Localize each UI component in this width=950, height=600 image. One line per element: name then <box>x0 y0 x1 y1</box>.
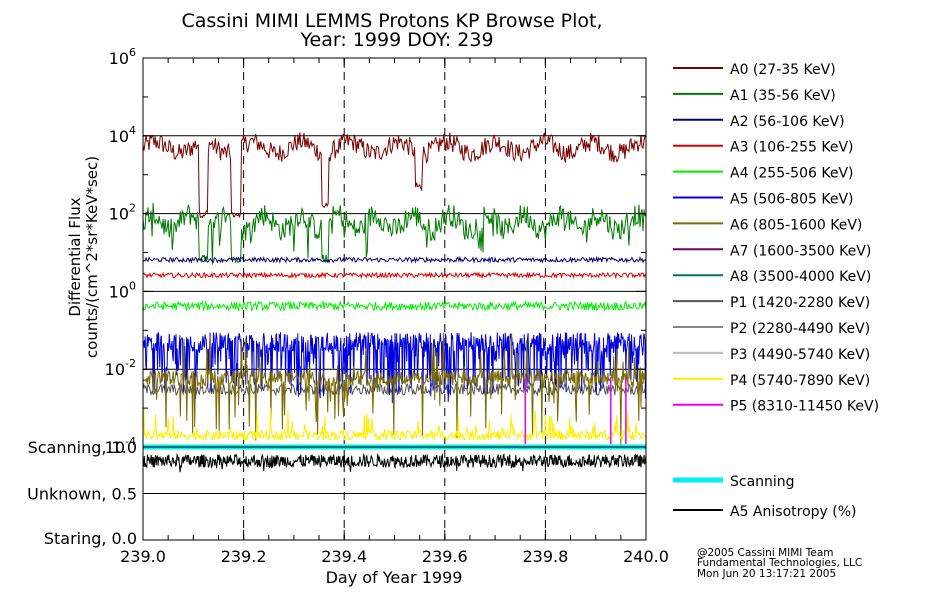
plot-frame <box>142 57 647 541</box>
legend: A0 (27-35 KeV) A1 (35-56 KeV) A2 (56-106 K… <box>673 62 879 520</box>
series-a0-line <box>142 132 647 219</box>
chart-title-line1: Cassini MIMI LEMMS Protons KP Browse Plo… <box>181 10 602 32</box>
series-anisotropy-line <box>142 452 647 473</box>
axes-layer: 106 104 102 100 10-2 10-4 239.0 239.2 239.4 239.6… <box>27 46 669 566</box>
mode-tick-label: Scanning, 1.0 <box>28 438 137 457</box>
credit-line-2: Fundamental Technologies, LLC <box>697 557 862 569</box>
x-tick-label: 239.0 <box>120 547 166 566</box>
legend-label: A0 (27-35 KeV) <box>730 62 836 78</box>
grid-layer <box>143 58 646 540</box>
y-tick-label: 106 <box>109 46 136 68</box>
legend-label: A4 (255-506 KeV) <box>730 166 853 182</box>
legend-label: A6 (805-1600 KeV) <box>730 217 862 233</box>
mode-series-layer <box>142 444 647 473</box>
legend-label: P3 (4490-5740 KeV) <box>730 347 870 363</box>
legend-label: P5 (8310-11450 KeV) <box>730 399 879 415</box>
legend-label: A3 (106-255 KeV) <box>730 140 853 156</box>
credit-line-1: @2005 Cassini MIMI Team <box>697 547 834 559</box>
series-a3-line <box>142 271 647 280</box>
credit-line-3: Mon Jun 20 13:17:21 2005 <box>697 568 836 580</box>
x-tick-label: 240.0 <box>623 547 669 566</box>
y-tick-label: 102 <box>109 202 136 224</box>
y-tick-label: 100 <box>109 279 136 301</box>
flux-series-layer <box>142 132 647 447</box>
y-tick-label: 104 <box>109 124 136 146</box>
legend-label: P4 (5740-7890 KeV) <box>730 373 870 389</box>
x-tick-label: 239.2 <box>221 547 267 566</box>
legend-label: Scanning <box>730 474 795 490</box>
legend-label: A5 (506-805 KeV) <box>730 192 853 208</box>
chart-title-line2: Year: 1999 DOY: 239 <box>299 29 493 51</box>
x-tick-label: 239.4 <box>321 547 367 566</box>
legend-label: A7 (1600-3500 KeV) <box>730 243 871 259</box>
series-a6-line <box>142 332 647 447</box>
x-axis-label: Day of Year 1999 <box>326 568 463 587</box>
legend-label: A5 Anisotropy (%) <box>730 504 857 520</box>
series-a4-line <box>142 300 647 312</box>
x-tick-label: 239.6 <box>422 547 468 566</box>
series-p4-line <box>142 407 647 442</box>
legend-label: A2 (56-106 KeV) <box>730 114 845 130</box>
series-a2-line <box>142 255 647 264</box>
x-tick-label: 239.8 <box>522 547 568 566</box>
legend-label: A1 (35-56 KeV) <box>730 88 836 104</box>
series-a5-line <box>142 332 647 406</box>
legend-label: A8 (3500-4000 KeV) <box>730 269 871 285</box>
mode-tick-label: Unknown, 0.5 <box>27 485 137 504</box>
y-tick-label: 10-4 <box>105 435 136 457</box>
y-axis-label: Differential Flux <box>66 197 84 316</box>
legend-label: P2 (2280-4490 KeV) <box>730 321 870 337</box>
y-tick-label: 10-2 <box>105 357 136 379</box>
y-axis-units: counts/(cm^2*sr*KeV*sec) <box>83 156 101 358</box>
mode-tick-label: Staring, 0.0 <box>44 529 137 548</box>
legend-label: P1 (1420-2280 KeV) <box>730 295 870 311</box>
series-a1-line <box>142 202 647 265</box>
